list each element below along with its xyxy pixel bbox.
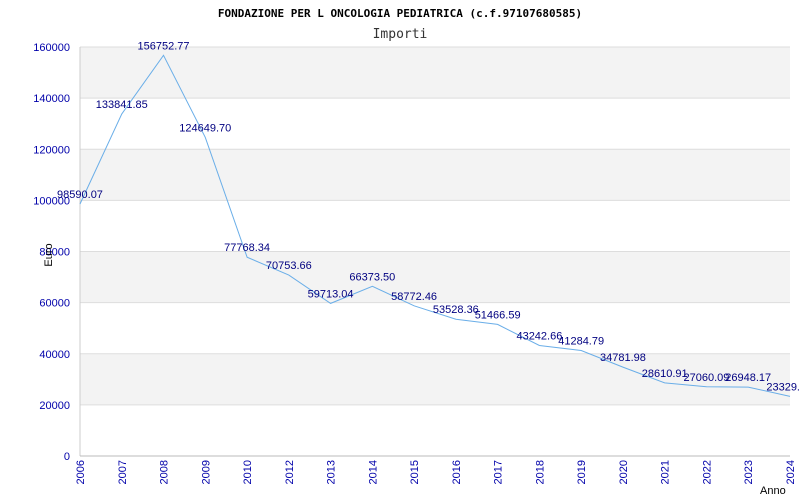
x-tick-label: 2006 xyxy=(75,460,87,484)
x-axis-ticks: 2006 2007 2008 2009 2010 2012 2013 2014 2015 2016… xyxy=(75,460,797,484)
data-label: 26948.17 xyxy=(725,372,771,384)
x-tick-label: 2020 xyxy=(618,460,630,484)
grid-band xyxy=(80,251,790,303)
x-tick-label: 2018 xyxy=(534,460,546,484)
y-tick-label: 80000 xyxy=(39,247,70,259)
y-tick-label: 120000 xyxy=(33,144,70,156)
y-tick-label: 40000 xyxy=(39,349,70,361)
x-tick-label: 2010 xyxy=(242,460,254,484)
grid-band xyxy=(80,302,790,354)
data-label: 70753.66 xyxy=(266,260,312,272)
data-label: 133841.85 xyxy=(96,99,148,111)
y-tick-label: 100000 xyxy=(33,195,70,207)
x-tick-label: 2007 xyxy=(117,460,129,484)
series-line xyxy=(79,54,791,397)
data-label: 58772.46 xyxy=(391,291,437,303)
data-label: 66373.50 xyxy=(349,271,395,283)
x-tick-label: 2008 xyxy=(159,460,171,484)
x-tick-label: 2021 xyxy=(660,460,672,484)
y-tick-label: 140000 xyxy=(33,93,70,105)
x-tick-label: 2019 xyxy=(576,460,588,484)
data-label: 98590.07 xyxy=(57,189,103,201)
y-tick-label: 60000 xyxy=(39,298,70,310)
x-tick-label: 2017 xyxy=(493,460,505,484)
x-tick-label: 2024 xyxy=(785,460,797,484)
x-tick-label: 2012 xyxy=(284,460,296,484)
x-tick-label: 2015 xyxy=(409,460,421,484)
grid-band xyxy=(80,200,790,252)
data-label: 34781.98 xyxy=(600,352,646,364)
data-label: 23329. xyxy=(766,381,800,393)
data-label: 77768.34 xyxy=(224,242,270,254)
y-axis-ticks: 0 20000 40000 60000 80000 100000 120000 140000 1… xyxy=(33,42,70,463)
data-label: 27060.09 xyxy=(684,372,730,384)
x-tick-label: 2016 xyxy=(451,460,463,484)
y-tick-label: 0 xyxy=(64,451,70,463)
x-tick-label: 2022 xyxy=(701,460,713,484)
grid-band xyxy=(80,404,790,456)
y-tick-label: 160000 xyxy=(33,42,70,54)
data-label: 156752.77 xyxy=(138,40,190,52)
grid-band xyxy=(80,149,790,201)
y-tick-label: 20000 xyxy=(39,400,70,412)
grid-band xyxy=(80,47,790,99)
grid-band xyxy=(80,353,790,405)
data-label: 43242.66 xyxy=(516,330,562,342)
chart-title: FONDAZIONE PER L ONCOLOGIA PEDIATRICA (c… xyxy=(218,7,582,20)
chart-subtitle: Importi xyxy=(373,27,428,42)
x-tick-label: 2014 xyxy=(367,460,379,484)
data-label: 59713.04 xyxy=(308,288,354,300)
data-label: 51466.59 xyxy=(475,309,521,321)
data-label: 53528.36 xyxy=(433,304,479,316)
x-tick-label: 2009 xyxy=(200,460,212,484)
x-tick-label: 2023 xyxy=(743,460,755,484)
x-axis-label: Anno xyxy=(760,485,786,497)
data-label: 28610.91 xyxy=(642,368,688,380)
y-axis-label: Euro xyxy=(43,243,55,266)
data-labels: 98590.07 133841.85 156752.77 124649.70 77768… xyxy=(57,40,800,393)
x-tick-label: 2013 xyxy=(326,460,338,484)
data-label: 124649.70 xyxy=(179,122,231,134)
data-label: 41284.79 xyxy=(558,335,604,347)
plot-background xyxy=(79,46,790,457)
